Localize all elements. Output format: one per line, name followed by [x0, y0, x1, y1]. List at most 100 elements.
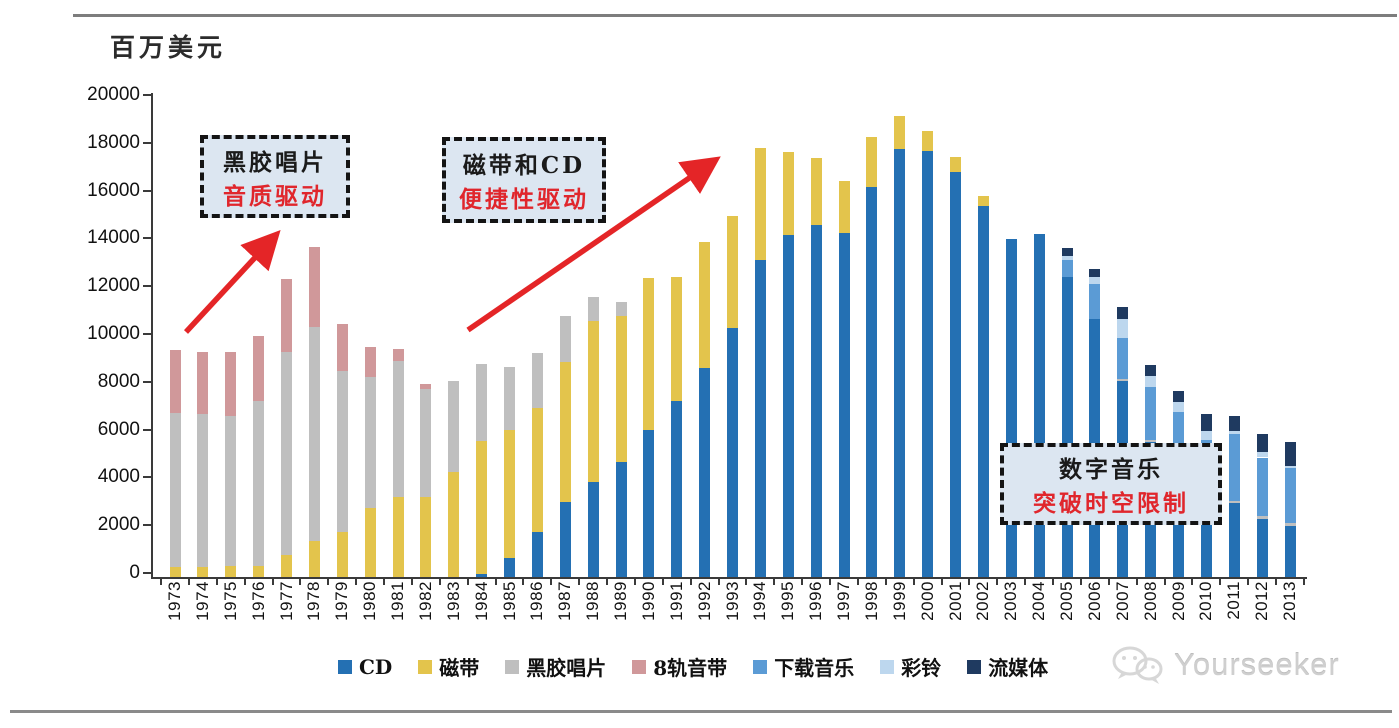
- bar-segment-1986-CD: [532, 532, 543, 577]
- bar-segment-1982-黑胶唱片: [420, 389, 431, 498]
- y-tick-label: 10000: [87, 323, 140, 344]
- x-axis-label-1984: 1984: [472, 581, 491, 621]
- bar-segment-1978-8轨音带: [309, 247, 320, 328]
- bar-segment-1986-黑胶唱片: [532, 353, 543, 409]
- legend-swatch-icon: [753, 659, 768, 674]
- x-tick: [662, 579, 664, 585]
- bar-segment-2005-下载音乐: [1062, 259, 1073, 278]
- bar-segment-1991-磁带: [671, 277, 682, 402]
- x-axis-label-1987: 1987: [555, 581, 574, 621]
- x-tick: [773, 579, 775, 585]
- y-tick: [143, 429, 151, 431]
- axis-unit-label: 百万美元: [110, 33, 227, 62]
- annotation-vinyl-era: 黑胶唱片 音质驱动: [200, 135, 350, 218]
- x-axis-label-1976: 1976: [249, 581, 268, 621]
- legend-item-下载音乐: 下载音乐: [753, 652, 854, 681]
- x-axis-line: [151, 577, 1307, 579]
- bar-segment-1988-磁带: [588, 320, 599, 482]
- y-tick: [143, 190, 151, 192]
- bar-segment-1982-8轨音带: [420, 384, 431, 390]
- bar-segment-1992-CD: [699, 368, 710, 577]
- watermark-text: Yourseeker: [1174, 647, 1340, 682]
- x-axis-label-1981: 1981: [388, 581, 407, 621]
- x-axis-label-1993: 1993: [723, 581, 742, 621]
- y-tick-label: 14000: [87, 227, 140, 248]
- bar-segment-2007-彩铃: [1117, 319, 1128, 338]
- x-axis-label-1996: 1996: [806, 581, 825, 621]
- bar-segment-2013-CD: [1285, 525, 1296, 577]
- y-tick: [143, 94, 151, 96]
- y-tick: [143, 381, 151, 383]
- x-tick: [718, 579, 720, 585]
- bar-segment-1976-磁带: [253, 566, 264, 577]
- bottom-divider: [10, 710, 1392, 713]
- x-tick: [829, 579, 831, 585]
- bar-segment-2005-流媒体: [1062, 248, 1073, 256]
- x-axis-label-2000: 2000: [918, 581, 937, 621]
- bar-segment-2012-流媒体: [1257, 434, 1268, 453]
- legend-label: 磁带: [439, 656, 480, 680]
- bar-segment-1991-CD: [671, 401, 682, 577]
- bar-segment-1977-8轨音带: [281, 279, 292, 353]
- bar-segment-1984-黑胶唱片: [476, 364, 487, 441]
- x-tick: [160, 579, 162, 585]
- bar-segment-1999-磁带: [894, 115, 905, 150]
- x-tick: [550, 579, 552, 585]
- bar-segment-1986-磁带: [532, 408, 543, 533]
- annotation-digital-title: 数字音乐: [1059, 456, 1163, 483]
- bar-segment-2013-流媒体: [1285, 442, 1296, 466]
- bar-segment-2013-彩铃: [1285, 465, 1296, 469]
- bar-segment-1993-CD: [727, 328, 738, 577]
- bar-segment-2000-磁带: [922, 130, 933, 151]
- x-tick: [1275, 579, 1277, 585]
- bar-segment-2012-彩铃: [1257, 452, 1268, 458]
- annotation-vinyl-title: 黑胶唱片: [223, 148, 327, 176]
- bar-segment-1979-黑胶唱片: [337, 370, 348, 533]
- x-axis-label-1997: 1997: [834, 581, 853, 621]
- y-tick: [143, 476, 151, 478]
- bar-segment-1990-CD: [643, 429, 654, 577]
- x-tick: [1080, 579, 1082, 585]
- bar-segment-2011-黑胶唱片: [1229, 500, 1240, 503]
- x-axis-label-1983: 1983: [444, 581, 463, 621]
- x-axis-label-1988: 1988: [583, 581, 602, 621]
- bar-segment-2012-下载音乐: [1257, 457, 1268, 516]
- x-tick: [578, 579, 580, 585]
- bar-segment-2001-CD: [950, 171, 961, 577]
- x-tick: [968, 579, 970, 585]
- bar-segment-2000-CD: [922, 150, 933, 577]
- x-axis-label-1990: 1990: [639, 581, 658, 621]
- bar-segment-1979-8轨音带: [337, 324, 348, 371]
- bar-segment-1987-黑胶唱片: [560, 315, 571, 363]
- bar-segment-2009-流媒体: [1173, 391, 1184, 403]
- y-tick-label: 12000: [87, 275, 140, 296]
- x-axis-label-1998: 1998: [862, 581, 881, 621]
- annotation-cassette-cd-era: 磁带和CD 便捷性驱动: [442, 137, 606, 223]
- y-tick-label: 2000: [97, 514, 140, 535]
- bar-segment-2007-下载音乐: [1117, 337, 1128, 380]
- x-axis-label-1974: 1974: [193, 581, 212, 621]
- y-tick-label: 0: [129, 562, 140, 583]
- x-axis-label-1978: 1978: [304, 581, 323, 621]
- x-axis-label-2005: 2005: [1057, 581, 1076, 621]
- x-axis-label-1980: 1980: [360, 581, 379, 621]
- bar-segment-2011-流媒体: [1229, 415, 1240, 431]
- bar-segment-2006-流媒体: [1089, 268, 1100, 278]
- y-tick-label: 6000: [97, 419, 140, 440]
- y-tick: [143, 142, 151, 144]
- x-tick: [467, 579, 469, 585]
- x-axis-label-1995: 1995: [778, 581, 797, 621]
- x-axis-label-2002: 2002: [973, 581, 992, 621]
- vinyl-era-arrow-icon: [183, 229, 281, 334]
- bar-segment-1980-8轨音带: [365, 346, 376, 378]
- bar-segment-2007-黑胶唱片: [1117, 379, 1128, 381]
- x-axis-label-1977: 1977: [277, 581, 296, 621]
- y-tick-label: 16000: [87, 180, 140, 201]
- bar-segment-2001-磁带: [950, 157, 961, 172]
- bar-segment-2009-彩铃: [1173, 402, 1184, 412]
- y-tick: [143, 572, 151, 574]
- bar-segment-2011-CD: [1229, 502, 1240, 577]
- x-axis-label-2013: 2013: [1280, 581, 1299, 621]
- bar-segment-1995-磁带: [783, 151, 794, 235]
